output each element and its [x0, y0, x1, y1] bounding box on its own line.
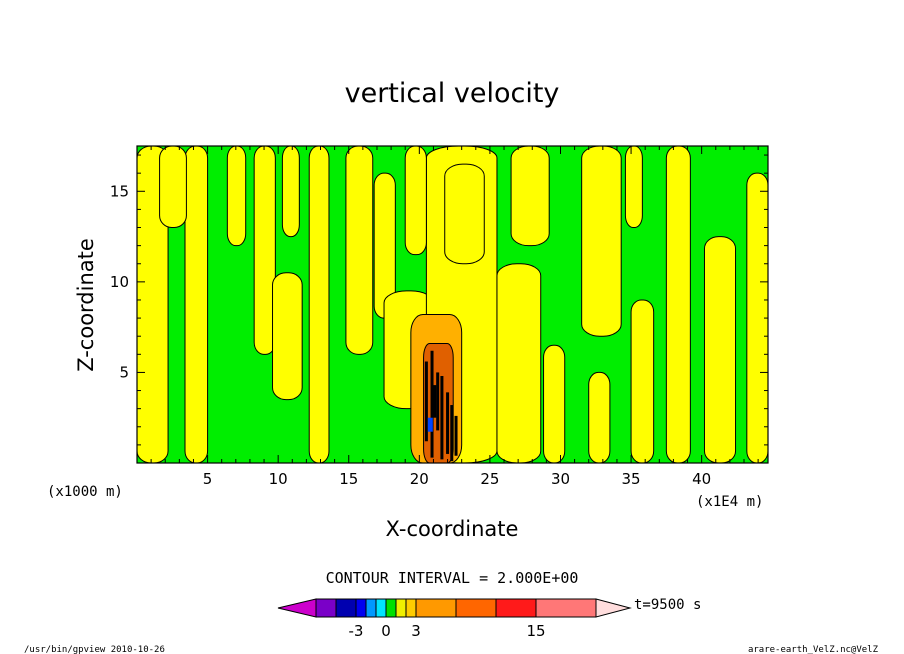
- positive-contour-region: [281, 146, 300, 238]
- y-axis-label: Z-coordinate: [74, 238, 98, 372]
- footer-left: /usr/bin/gpview 2010-10-26: [24, 645, 165, 654]
- positive-contour-region: [184, 146, 209, 463]
- positive-contour-region: [308, 146, 330, 463]
- colorbar-segment: [315, 598, 337, 618]
- positive-contour-region: [137, 146, 169, 463]
- colorbar-low-arrow: [277, 598, 317, 618]
- x-tick-label: 20: [410, 470, 429, 488]
- positive-contour-region: [496, 263, 542, 463]
- colorbar-segment: [455, 598, 497, 618]
- positive-contour-region: [404, 146, 427, 256]
- x-axis: 5 10 15 20 25 30 35 40: [150, 146, 759, 488]
- colorbar-segment: [415, 598, 457, 618]
- downdraft-spot: [427, 417, 433, 432]
- positive-contour-region: [253, 146, 276, 355]
- colorbar-segment: [405, 598, 417, 618]
- colorbar-segment: [355, 598, 367, 618]
- y-axis: 5 10 15: [110, 154, 768, 446]
- positive-contour-region: [444, 163, 485, 265]
- x-axis-label: X-coordinate: [386, 517, 519, 541]
- positive-contour-region: [226, 146, 247, 247]
- x-unit-right: (x1E4 m): [696, 494, 763, 510]
- positive-contour-region: [703, 236, 737, 463]
- y-tick-label: 15: [110, 182, 129, 200]
- x-tick-label: 15: [339, 470, 358, 488]
- colorbar-segment: [385, 598, 397, 618]
- x-tick-label: 25: [480, 470, 499, 488]
- contour-interval-label: CONTOUR INTERVAL = 2.000E+00: [326, 569, 579, 587]
- x-tick-label: 40: [692, 470, 711, 488]
- colorbar-tick-label: 3: [411, 622, 421, 640]
- colorbar: -3 0 3 15: [277, 598, 632, 640]
- positive-contour-region: [272, 272, 303, 401]
- y-tick-label: 10: [110, 273, 129, 291]
- footer-right: arare-earth_VelZ.nc@VelZ: [748, 645, 879, 654]
- colorbar-segment: [535, 598, 597, 618]
- positive-contour-region: [624, 146, 643, 229]
- colorbar-segment: [495, 598, 537, 618]
- positive-contour-region: [510, 146, 550, 247]
- colorbar-high-arrow: [595, 598, 632, 618]
- positive-contour-region: [630, 299, 655, 463]
- time-label: t=9500 s: [634, 597, 701, 613]
- contour-field: [137, 146, 768, 463]
- positive-contour-region: [665, 146, 691, 463]
- x-tick-label: 5: [203, 470, 213, 488]
- x-tick-label: 30: [551, 470, 570, 488]
- x-tick-label: 10: [269, 470, 288, 488]
- positive-contour-region: [159, 146, 187, 229]
- updraft-core: [410, 313, 463, 463]
- positive-regions: [137, 146, 768, 463]
- y-tick-label: 5: [119, 363, 129, 381]
- positive-contour-region: [581, 146, 622, 337]
- chart-title: vertical velocity: [345, 78, 560, 109]
- colorbar-segment: [365, 598, 377, 618]
- colorbar-tick-label: 0: [381, 622, 391, 640]
- plot-frame: [136, 145, 769, 464]
- colorbar-segment: [335, 598, 357, 618]
- colorbar-tick-label: -3: [349, 622, 364, 640]
- colorbar-segment: [375, 598, 387, 618]
- positive-contour-region: [588, 371, 611, 463]
- x-unit-left: (x1000 m): [47, 484, 123, 500]
- colorbar-segment: [395, 598, 407, 618]
- positive-contour-region: [345, 146, 374, 355]
- colorbar-tick-label: 15: [526, 622, 545, 640]
- x-tick-label: 35: [622, 470, 641, 488]
- positive-contour-region: [543, 344, 566, 463]
